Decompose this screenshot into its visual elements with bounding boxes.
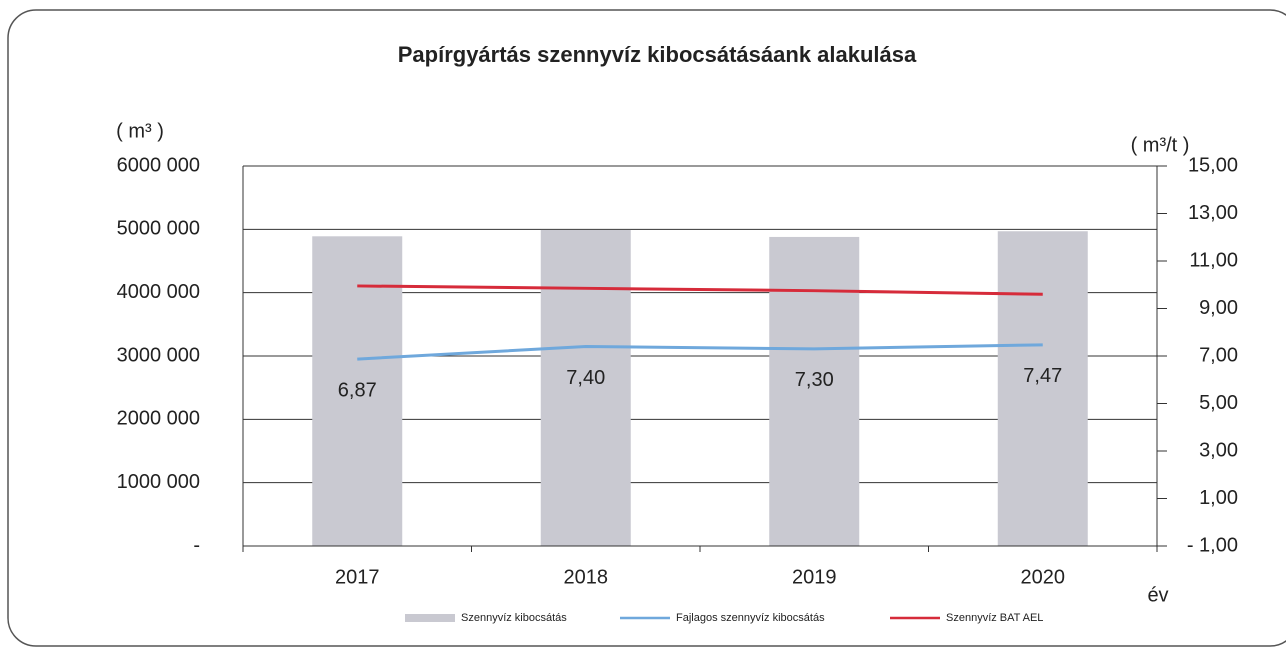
legend-label: Szennyvíz BAT AEL bbox=[946, 612, 1043, 624]
y2-tick-label: 3,00 bbox=[1199, 439, 1238, 461]
line bbox=[357, 284, 1043, 296]
y2-tick-label: - 1,00 bbox=[1187, 534, 1238, 556]
line bbox=[357, 343, 1043, 361]
y2-tick-label: 1,00 bbox=[1199, 487, 1238, 509]
frame bbox=[7, 9, 1286, 647]
x-tick-label: 2020 bbox=[1021, 566, 1066, 588]
chart-title: Papírgyártás szennyvíz kibocsátásáank al… bbox=[398, 42, 917, 67]
y2-tick-label: 13,00 bbox=[1188, 202, 1238, 224]
data-label: 7,30 bbox=[795, 369, 834, 391]
y2-tick-label: 9,00 bbox=[1199, 297, 1238, 319]
x-tick-label: 2017 bbox=[335, 566, 380, 588]
y-tick-label: 1000 000 bbox=[117, 471, 200, 493]
y-tick-label: 6000 000 bbox=[117, 154, 200, 176]
bar bbox=[997, 231, 1088, 546]
y2-tick-label: 7,00 bbox=[1199, 344, 1238, 366]
x-tick-label: 2018 bbox=[564, 566, 609, 588]
y2-axis-label: ( m³/t ) bbox=[1131, 134, 1190, 156]
y-tick-label: 4000 000 bbox=[117, 281, 200, 303]
y-tick-label: 5000 000 bbox=[117, 218, 200, 240]
legend-label: Szennyvíz kibocsátás bbox=[461, 612, 567, 624]
bar bbox=[540, 229, 631, 546]
y2-tick-label: 5,00 bbox=[1199, 392, 1238, 414]
y-tick-label: 3000 000 bbox=[117, 344, 200, 366]
y-tick-label: - bbox=[193, 534, 200, 556]
y2-tick-label: 11,00 bbox=[1189, 249, 1238, 271]
data-label: 6,87 bbox=[338, 379, 377, 401]
x-axis-label: év bbox=[1147, 584, 1168, 606]
legend-label: Fajlagos szennyvíz kibocsátás bbox=[676, 612, 825, 624]
y2-tick-label: 15,00 bbox=[1188, 154, 1238, 176]
bar bbox=[769, 236, 860, 546]
y-tick-label: 2000 000 bbox=[117, 408, 200, 430]
y-axis-label: ( m³ ) bbox=[116, 120, 164, 142]
data-label: 7,40 bbox=[566, 367, 605, 389]
bar bbox=[312, 236, 403, 547]
data-label: 7,47 bbox=[1023, 365, 1062, 387]
x-tick-label: 2019 bbox=[792, 566, 837, 588]
legend-swatch bbox=[405, 614, 455, 622]
